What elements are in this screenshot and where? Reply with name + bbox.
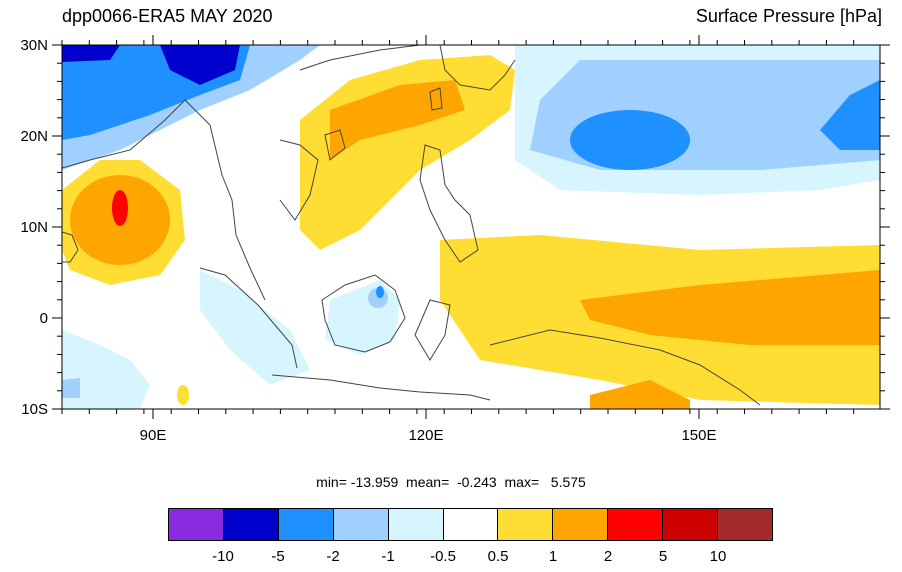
colorbar-label: 0.5 <box>487 548 509 565</box>
lon-label: 150E <box>681 427 716 440</box>
lat-label: 0 <box>40 310 48 327</box>
lat-label: 20N <box>20 128 48 145</box>
colorbar-box <box>498 509 554 540</box>
lon-label: 90E <box>140 427 167 440</box>
lat-label: 10N <box>20 219 48 236</box>
colorbar <box>168 508 773 541</box>
colorbar-label: -5 <box>271 548 285 565</box>
colorbar-box <box>388 509 444 540</box>
colorbar-box <box>663 509 719 540</box>
colorbar-box <box>608 509 664 540</box>
colorbar-label: 5 <box>658 548 668 565</box>
colorbar-label: 2 <box>603 548 613 565</box>
colorbar-box <box>169 509 224 540</box>
lat-label: 30N <box>20 37 48 54</box>
colorbar-label: -2 <box>326 548 340 565</box>
map-title: dpp0066-ERA5 MAY 2020 <box>62 6 273 26</box>
lat-label: 10S <box>21 401 48 418</box>
variable-title: Surface Pressure [hPa] <box>695 6 882 26</box>
colorbar-box <box>718 509 772 540</box>
colorbar-box <box>443 509 499 540</box>
colorbar-box <box>223 509 279 540</box>
colorbar-label: -1 <box>381 548 395 565</box>
lon-label: 120E <box>408 427 443 440</box>
colorbar-label: -10 <box>212 548 234 565</box>
colorbar-box <box>553 509 609 540</box>
colorbar-box <box>278 509 334 540</box>
statistics-summary: min= -13.959 mean= -0.243 max= 5.575 <box>316 474 586 490</box>
colorbar-label: 1 <box>548 548 558 565</box>
pressure-map: 30N 20N 10N 0 10S 90E 120E 150E <box>20 35 890 440</box>
colorbar-label: -0.5 <box>430 548 456 565</box>
colorbar-label: 10 <box>709 548 727 565</box>
colorbar-box <box>333 509 389 540</box>
colorbar-labels: -10 -5 -2 -1 -0.5 0.5 1 2 5 10 <box>168 548 773 568</box>
pressure-field <box>62 45 880 409</box>
